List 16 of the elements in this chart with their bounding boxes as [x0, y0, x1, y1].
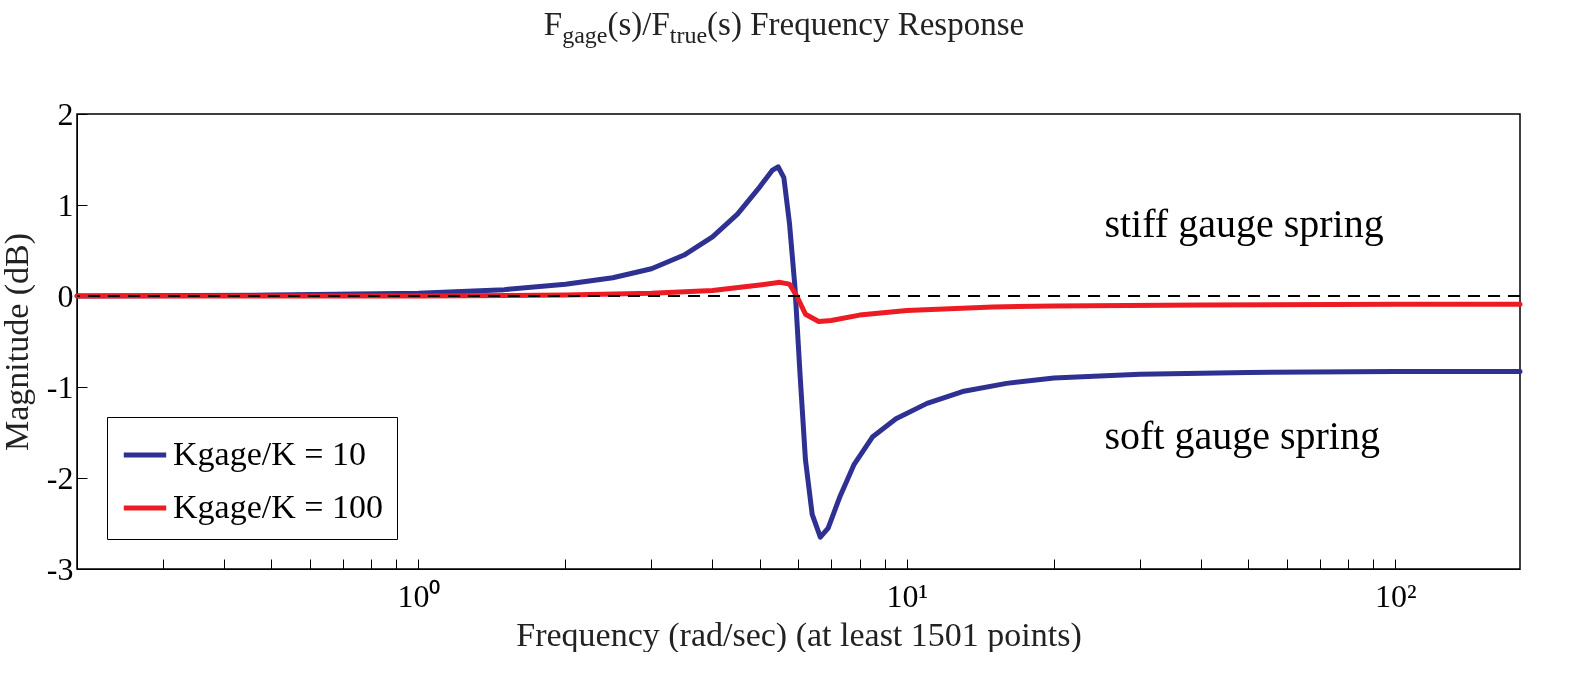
- x-axis-title: Frequency (rad/sec) (at least 1501 points): [516, 615, 1082, 654]
- chart-title: F$_{gage}$(s)/F$_{true}$(s) Frequency Response: [542, 6, 1026, 49]
- annotation: stiff gauge spring: [1104, 201, 1384, 247]
- x-tick-label: 10⁰: [397, 577, 441, 614]
- y-axis-title: Magnitude (dB): [0, 232, 36, 452]
- y-tick-label: 0: [57, 277, 74, 314]
- y-tick-label: -3: [46, 550, 74, 587]
- annotation: soft gauge spring: [1104, 413, 1380, 459]
- y-tick-label: 2: [57, 95, 74, 132]
- y-tick-label: -1: [46, 368, 74, 405]
- x-tick-label: 10²: [1375, 577, 1417, 614]
- y-tick-label: 1: [57, 186, 74, 223]
- legend-label: Kgage/K = 100: [173, 488, 383, 525]
- legend-label: Kgage/K = 10: [173, 435, 366, 472]
- y-tick-label: -2: [46, 459, 74, 496]
- x-tick-label: 10¹: [886, 577, 929, 614]
